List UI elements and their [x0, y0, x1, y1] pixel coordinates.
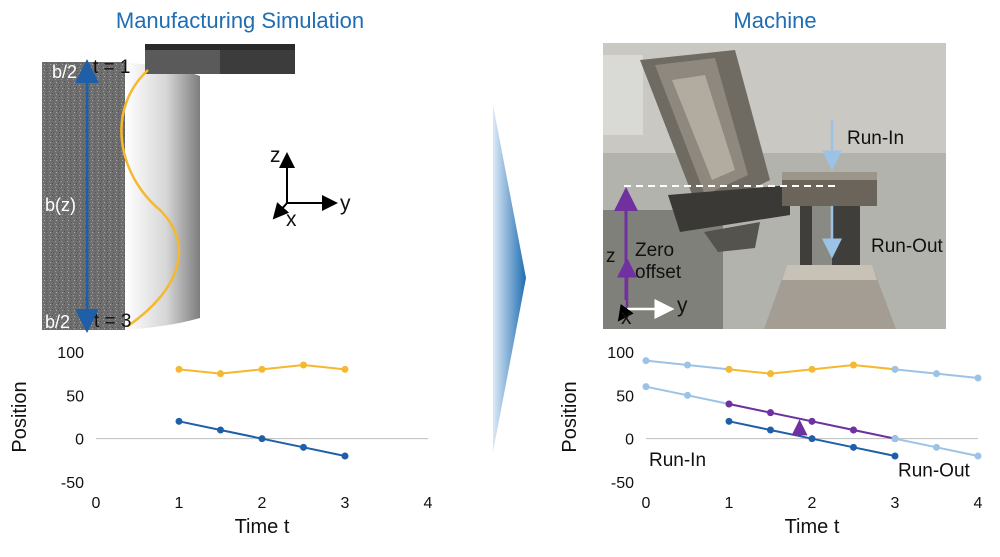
- simulation-illustration: [42, 44, 338, 333]
- y-tick-label: 100: [607, 345, 634, 362]
- x-tick-label: 3: [341, 495, 350, 512]
- data-point-run-in-top: [642, 357, 650, 365]
- y-tick-label: -50: [61, 475, 84, 492]
- data-point-run-out-bottom: [974, 452, 982, 460]
- data-point-simulation-top: [341, 365, 349, 373]
- data-point-simulation-bottom: [217, 426, 224, 434]
- data-point-simulation-top: [217, 370, 224, 378]
- data-point-machine-bottom: [767, 426, 774, 434]
- y-tick-label: -50: [611, 475, 634, 492]
- data-point-simulation-bottom: [341, 452, 349, 460]
- y-tick-label: 50: [66, 388, 84, 405]
- chart-run-out-label: Run-Out: [898, 461, 971, 482]
- tool-block: [145, 44, 295, 74]
- machine-axis-label-z: z: [606, 246, 616, 267]
- data-point-run-out-top: [933, 370, 940, 378]
- axis-label-x: x: [286, 208, 297, 231]
- label-top-t: t = 1: [93, 57, 131, 78]
- data-point-simulation-top: [175, 365, 183, 373]
- gear: [668, 185, 790, 232]
- data-point-machine-bottom: [891, 452, 899, 460]
- simulation-axes: [272, 152, 338, 220]
- machine-axes: [617, 257, 675, 322]
- machine-title: Machine: [733, 8, 817, 33]
- data-point-machine-bottom: [850, 443, 857, 451]
- data-point-run-out-top: [974, 374, 982, 382]
- chart-machine: 100 50 0 -50 0 1 2 3 4 Time t Position Run-In Run-Ou…: [559, 345, 983, 538]
- x-tick-label: 1: [725, 495, 734, 512]
- x-tick-label: 2: [258, 495, 267, 512]
- data-point-machine-top: [808, 365, 816, 373]
- y-tick-label: 50: [616, 388, 634, 405]
- simulation-title: Manufacturing Simulation: [115, 8, 365, 33]
- chart-simulation: 100 50 0 -50 0 1 2 3 4 Time t Position: [9, 345, 433, 538]
- y-tick-label: 0: [75, 432, 84, 449]
- label-bottom-b: b/2: [45, 312, 71, 332]
- y-axis-title: Position: [9, 381, 31, 452]
- workpiece-surface: [42, 62, 125, 330]
- data-point-machine-top: [725, 365, 733, 373]
- data-point-zero-offset: [850, 426, 857, 434]
- y-tick-label: 100: [57, 345, 84, 362]
- tool-path: [120, 69, 181, 328]
- data-point-machine-top: [767, 370, 774, 378]
- data-point-simulation-bottom: [300, 443, 307, 451]
- x-tick-label: 0: [92, 495, 101, 512]
- x-tick-label: 0: [642, 495, 651, 512]
- process-chevron: [493, 105, 526, 452]
- chart-run-in-label: Run-In: [649, 450, 706, 471]
- data-point-run-in-bottom: [642, 383, 650, 391]
- y-axis-title: Position: [559, 381, 581, 452]
- data-point-zero-offset: [725, 400, 733, 408]
- data-point-run-in-top: [684, 361, 691, 369]
- photo-run-out-label: Run-Out: [871, 236, 943, 257]
- x-tick-label: 4: [974, 495, 983, 512]
- label-top-b: b/2: [52, 62, 78, 82]
- zero-offset-label-1: Zero: [635, 240, 675, 261]
- zero-offset-label-2: offset: [635, 262, 682, 283]
- machine-axis-label-x: x: [621, 306, 632, 329]
- machine-axis-label-y: y: [677, 294, 688, 317]
- x-tick-label: 2: [808, 495, 817, 512]
- label-bottom-t: t = 3: [94, 311, 132, 332]
- grinding-wheel: [125, 62, 200, 330]
- label-b-z: b(z): [45, 195, 76, 215]
- axis-label-y: y: [340, 192, 351, 215]
- data-point-zero-offset: [808, 417, 816, 425]
- x-axis-title: Time t: [235, 516, 290, 538]
- x-tick-label: 1: [175, 495, 184, 512]
- data-point-machine-bottom: [725, 417, 733, 425]
- photo-run-in-label: Run-In: [847, 128, 905, 149]
- x-tick-label: 3: [891, 495, 900, 512]
- data-point-simulation-bottom: [258, 435, 266, 443]
- data-point-simulation-top: [300, 361, 307, 369]
- data-point-zero-offset: [767, 409, 774, 417]
- x-axis-title: Time t: [785, 516, 840, 538]
- data-point-machine-top: [850, 361, 857, 369]
- data-point-simulation-top: [258, 365, 266, 373]
- data-point-run-out-top: [891, 365, 899, 373]
- y-tick-label: 0: [625, 432, 634, 449]
- data-point-machine-bottom: [808, 435, 816, 443]
- axis-label-z: z: [270, 144, 281, 167]
- chuck: [764, 265, 896, 329]
- x-tick-label: 4: [424, 495, 433, 512]
- data-point-run-out-bottom: [891, 435, 899, 443]
- data-point-simulation-bottom: [175, 417, 183, 425]
- data-point-run-out-bottom: [933, 443, 940, 451]
- data-point-run-in-bottom: [684, 391, 691, 399]
